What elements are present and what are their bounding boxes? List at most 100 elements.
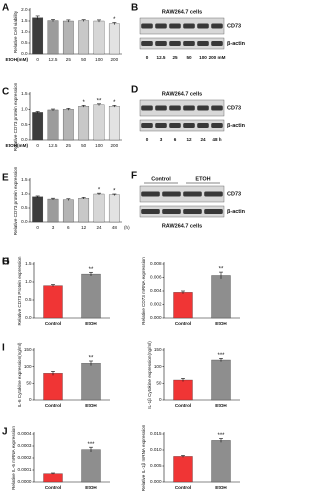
group-label: ETOH xyxy=(195,176,210,182)
y-tick-label: 0.0003 xyxy=(17,443,31,448)
bar xyxy=(211,275,231,319)
y-tick-label: 0.0 xyxy=(21,51,28,56)
band xyxy=(197,123,209,128)
band xyxy=(155,41,167,46)
panel-letter: E xyxy=(2,173,9,184)
x-tick-label: EtOH xyxy=(85,321,97,326)
bar xyxy=(81,273,101,319)
blot-title: RAW264.7 cells xyxy=(162,9,202,15)
x-tick-label: 12.5 xyxy=(49,143,58,148)
y-tick-label: 0.004 xyxy=(150,288,162,293)
panel-letter: C xyxy=(2,87,9,98)
band xyxy=(211,23,223,29)
y-tick-label: 0.0001 xyxy=(17,467,31,472)
band xyxy=(183,41,195,46)
bar xyxy=(173,292,193,319)
y-tick-label: 100 xyxy=(24,364,32,369)
bar xyxy=(108,23,120,55)
row-label: CD73 xyxy=(227,105,241,111)
bar xyxy=(32,196,44,223)
x-tick-label: 25 xyxy=(66,143,72,148)
x-tick-label: Control xyxy=(45,321,61,326)
x-tick-label: 12.5 xyxy=(49,57,58,62)
row-label: CD73 xyxy=(227,23,241,29)
x-tick-label: EtOH xyxy=(215,403,227,408)
x-tick-label: 200 xyxy=(110,57,118,62)
y-tick-label: 2.0 xyxy=(21,7,28,12)
band xyxy=(169,41,181,46)
bar xyxy=(93,193,105,223)
x-tick-label: EtOH xyxy=(85,485,97,490)
band xyxy=(162,209,181,214)
y-tick-label: 1.0 xyxy=(21,191,28,196)
y-tick-label: 0.5 xyxy=(25,297,32,302)
band xyxy=(183,209,202,214)
lane-label: 25 xyxy=(172,55,178,60)
y-axis-label: Relative IL-6 mRNA expression xyxy=(11,426,16,490)
lane-label: 0 xyxy=(146,55,149,60)
band xyxy=(141,41,153,46)
x-tick-label: 12 xyxy=(81,225,87,230)
bar xyxy=(43,473,63,483)
bar xyxy=(173,456,193,483)
significance: * xyxy=(113,100,116,106)
panel-letter: H xyxy=(2,257,9,268)
y-tick-label: 0.002 xyxy=(150,302,162,307)
bar xyxy=(47,20,59,55)
bar xyxy=(62,20,74,55)
band xyxy=(183,23,195,29)
bar xyxy=(78,198,90,223)
lane-label: 200 mM xyxy=(209,55,226,60)
blot-strip xyxy=(139,99,225,117)
significance: * xyxy=(98,188,101,194)
y-axis-label: Relative CD73 Protein expression xyxy=(17,256,22,325)
y-tick-label: 1.5 xyxy=(21,91,28,96)
x-tick-label: 0 xyxy=(36,143,39,148)
blot-strip xyxy=(139,37,225,50)
y-tick-label: 0.0 xyxy=(25,315,32,320)
band xyxy=(204,209,223,214)
y-tick-label: 1.0 xyxy=(25,279,32,284)
panel-letter: G xyxy=(2,257,10,268)
panel-letter: B xyxy=(131,3,138,14)
bar xyxy=(47,109,59,141)
bar xyxy=(43,285,63,319)
x-axis-label: (h) xyxy=(124,225,130,230)
band xyxy=(141,209,160,214)
bar xyxy=(62,109,74,141)
x-axis-label: EtOH(mM) xyxy=(6,57,29,62)
band xyxy=(204,191,223,197)
y-tick-label: 150 xyxy=(154,347,162,352)
significance: * xyxy=(82,100,85,106)
panel-letter: F xyxy=(131,171,137,182)
y-tick-label: 0.015 xyxy=(150,431,162,436)
y-tick-label: 1.0 xyxy=(21,107,28,112)
y-tick-label: 0.000 xyxy=(150,315,162,320)
x-tick-label: Control xyxy=(45,403,61,408)
y-tick-label: 1.5 xyxy=(21,177,28,182)
bar xyxy=(78,106,90,141)
x-tick-label: EtOH xyxy=(215,321,227,326)
x-tick-label: Control xyxy=(45,485,61,490)
y-tick-label: 0.0000 xyxy=(17,479,31,484)
y-tick-label: 0.0002 xyxy=(17,455,31,460)
y-axis-label: IL-6 Cytokine expression(ng/ml) xyxy=(17,342,22,407)
x-tick-label: 0 xyxy=(36,225,39,230)
x-tick-label: 100 xyxy=(95,143,103,148)
group-label: Control xyxy=(151,176,171,182)
band xyxy=(169,105,181,111)
y-tick-label: 0.010 xyxy=(150,447,162,452)
band xyxy=(141,23,153,29)
blot-title: RAW264.7 cells xyxy=(162,223,202,229)
lane-label: 3 xyxy=(160,137,163,142)
x-tick-label: Control xyxy=(175,403,191,408)
x-tick-label: EtOH xyxy=(85,403,97,408)
band xyxy=(162,191,181,197)
x-tick-label: 3 xyxy=(52,225,55,230)
significance: *** xyxy=(87,442,95,448)
band xyxy=(183,105,195,111)
bar xyxy=(78,20,90,55)
band xyxy=(155,123,167,128)
x-tick-label: 24 xyxy=(96,225,102,230)
